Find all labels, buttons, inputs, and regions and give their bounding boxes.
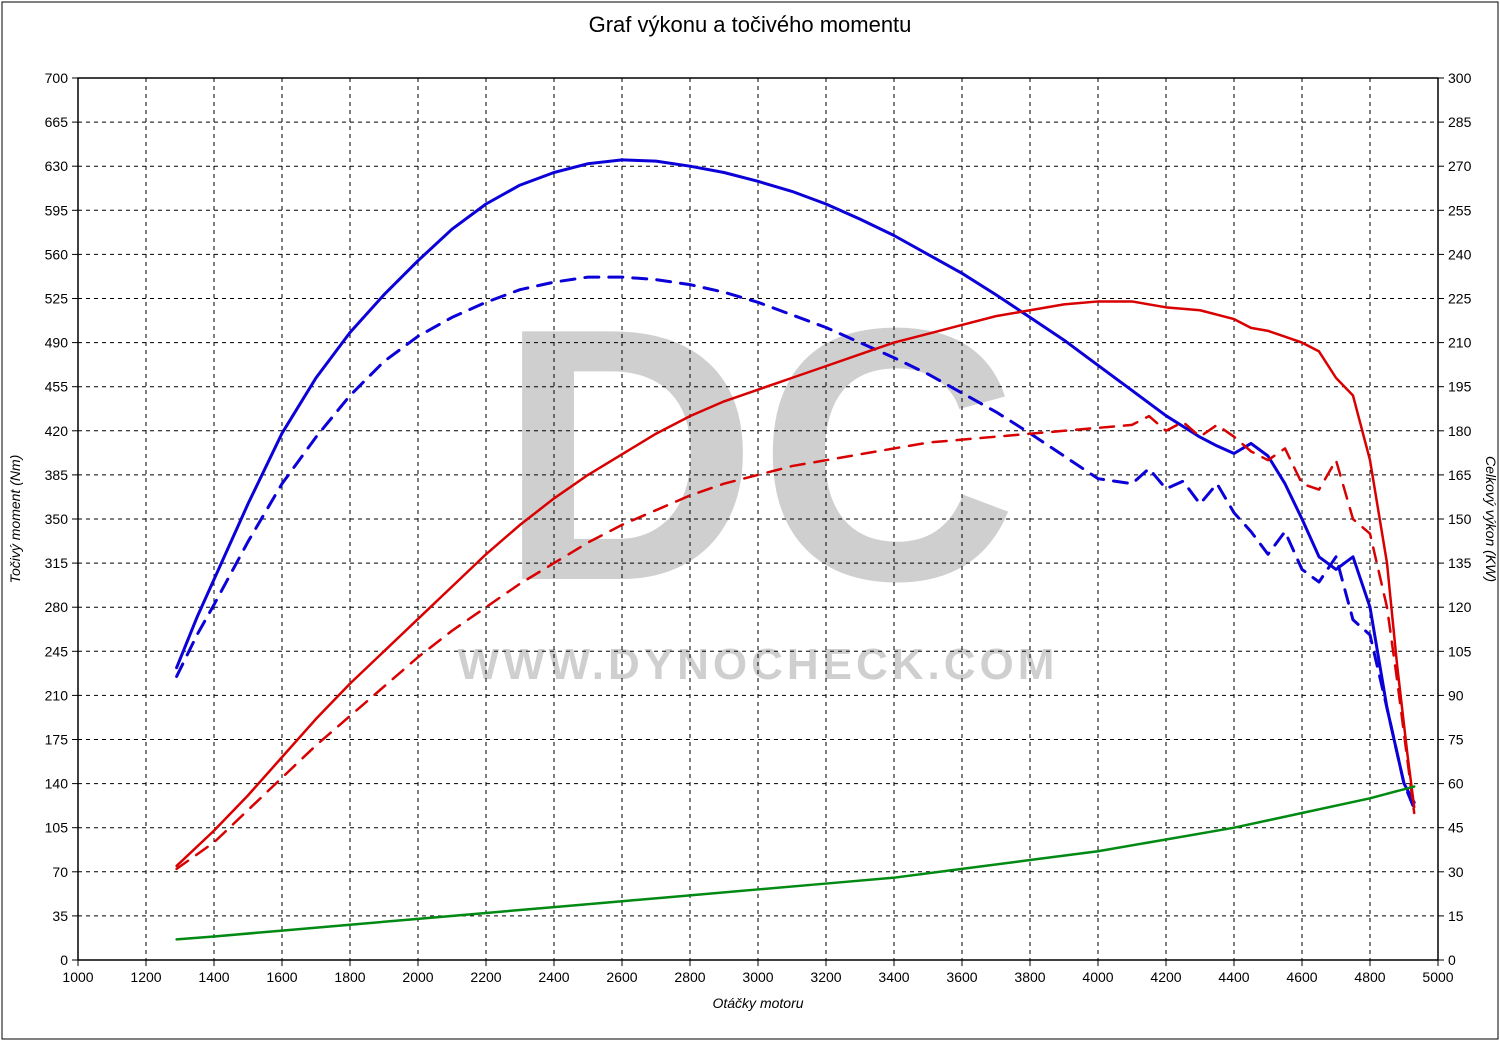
- yleft-tick-label: 140: [45, 776, 69, 792]
- yright-tick-label: 195: [1448, 379, 1472, 395]
- yleft-tick-label: 525: [45, 291, 69, 307]
- x-tick-label: 3800: [1014, 969, 1045, 985]
- yleft-tick-label: 0: [60, 952, 68, 968]
- yleft-tick-label: 490: [45, 335, 69, 351]
- x-tick-label: 4400: [1218, 969, 1249, 985]
- x-tick-label: 4000: [1082, 969, 1113, 985]
- yright-tick-label: 300: [1448, 70, 1472, 86]
- yleft-tick-label: 700: [45, 70, 69, 86]
- chart-svg: DCWWW.DYNOCHECK.COM100012001400160018002…: [0, 0, 1500, 1041]
- yright-tick-label: 120: [1448, 599, 1472, 615]
- yright-tick-label: 225: [1448, 291, 1472, 307]
- x-axis-label: Otáčky motoru: [712, 995, 803, 1011]
- x-tick-label: 1800: [334, 969, 365, 985]
- yright-tick-label: 180: [1448, 423, 1472, 439]
- x-tick-label: 5000: [1422, 969, 1453, 985]
- yleft-tick-label: 175: [45, 732, 69, 748]
- x-tick-label: 1400: [198, 969, 229, 985]
- yleft-tick-label: 280: [45, 599, 69, 615]
- yright-tick-label: 45: [1448, 820, 1464, 836]
- yleft-tick-label: 350: [45, 511, 69, 527]
- yright-tick-label: 30: [1448, 864, 1464, 880]
- x-tick-label: 1200: [130, 969, 161, 985]
- x-tick-label: 1000: [62, 969, 93, 985]
- yright-tick-label: 210: [1448, 335, 1472, 351]
- x-tick-label: 2600: [606, 969, 637, 985]
- yleft-tick-label: 630: [45, 158, 69, 174]
- yright-tick-label: 105: [1448, 643, 1472, 659]
- yleft-tick-label: 420: [45, 423, 69, 439]
- x-tick-label: 2800: [674, 969, 705, 985]
- yright-tick-label: 165: [1448, 467, 1472, 483]
- yleft-tick-label: 315: [45, 555, 69, 571]
- x-tick-label: 4800: [1354, 969, 1385, 985]
- yright-tick-label: 240: [1448, 246, 1472, 262]
- x-tick-label: 2000: [402, 969, 433, 985]
- x-tick-label: 2400: [538, 969, 569, 985]
- yright-tick-label: 15: [1448, 908, 1464, 924]
- yleft-tick-label: 455: [45, 379, 69, 395]
- yleft-tick-label: 245: [45, 643, 69, 659]
- x-tick-label: 3400: [878, 969, 909, 985]
- y-left-axis-label: Točivý moment (Nm): [7, 455, 23, 584]
- x-tick-label: 1600: [266, 969, 297, 985]
- yright-tick-label: 90: [1448, 687, 1464, 703]
- yleft-tick-label: 70: [52, 864, 68, 880]
- chart-title: Graf výkonu a točivého momentu: [0, 0, 1500, 38]
- yright-tick-label: 270: [1448, 158, 1472, 174]
- yleft-tick-label: 105: [45, 820, 69, 836]
- x-tick-label: 2200: [470, 969, 501, 985]
- yleft-tick-label: 35: [52, 908, 68, 924]
- y-right-axis-label: Celkový výkon (KW): [1483, 456, 1499, 582]
- x-tick-label: 3000: [742, 969, 773, 985]
- yright-tick-label: 135: [1448, 555, 1472, 571]
- yright-tick-label: 150: [1448, 511, 1472, 527]
- yright-tick-label: 75: [1448, 732, 1464, 748]
- yright-tick-label: 255: [1448, 202, 1472, 218]
- yleft-tick-label: 665: [45, 114, 69, 130]
- yleft-tick-label: 560: [45, 246, 69, 262]
- yright-tick-label: 0: [1448, 952, 1456, 968]
- yleft-tick-label: 385: [45, 467, 69, 483]
- yright-tick-label: 285: [1448, 114, 1472, 130]
- yright-tick-label: 60: [1448, 776, 1464, 792]
- x-tick-label: 3600: [946, 969, 977, 985]
- dyno-chart: Graf výkonu a točivého momentu DCWWW.DYN…: [0, 0, 1500, 1041]
- x-tick-label: 3200: [810, 969, 841, 985]
- x-tick-label: 4200: [1150, 969, 1181, 985]
- yleft-tick-label: 210: [45, 687, 69, 703]
- yleft-tick-label: 595: [45, 202, 69, 218]
- x-tick-label: 4600: [1286, 969, 1317, 985]
